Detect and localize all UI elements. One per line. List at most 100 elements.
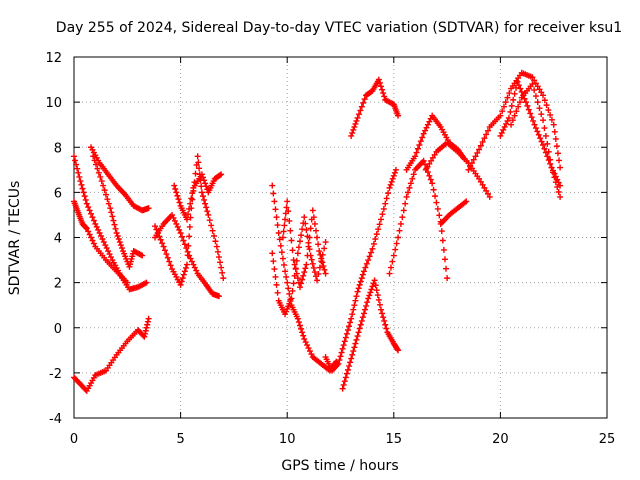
data-point [372, 236, 379, 243]
data-point [157, 236, 164, 243]
data-point [423, 124, 430, 131]
data-point [299, 276, 306, 283]
data-point [81, 193, 88, 200]
data-point [366, 253, 373, 260]
data-point [364, 299, 371, 306]
data-point [83, 225, 90, 232]
data-point [115, 236, 122, 243]
data-point [293, 270, 300, 277]
data-point [376, 301, 383, 308]
data-point [380, 90, 387, 97]
data-point [356, 325, 363, 332]
data-point [547, 156, 554, 163]
data-point [343, 370, 350, 377]
data-point [507, 108, 514, 115]
data-point [218, 264, 225, 271]
data-point [420, 130, 427, 137]
data-point [358, 275, 365, 282]
data-point [501, 123, 508, 130]
data-point [311, 269, 318, 276]
data-point [156, 233, 163, 240]
data-point [354, 114, 361, 121]
data-point [353, 293, 360, 300]
data-point [174, 192, 181, 199]
data-point [400, 207, 407, 214]
data-point [511, 90, 518, 97]
data-point [389, 175, 396, 182]
data-point [301, 269, 308, 276]
data-point [79, 185, 86, 192]
y-tick-label: 8 [54, 141, 62, 156]
data-point [428, 157, 435, 164]
data-point [343, 330, 350, 337]
y-axis-label: SDTVAR / TECUs [7, 181, 23, 296]
data-point [303, 226, 310, 233]
x-tick-label: 25 [599, 432, 616, 447]
data-point [351, 302, 358, 309]
data-point [271, 266, 278, 273]
data-point [381, 93, 388, 100]
data-point [394, 346, 401, 353]
data-point [72, 157, 79, 164]
data-point [279, 234, 286, 241]
data-point [354, 333, 361, 340]
data-point [300, 332, 307, 339]
data-point [426, 118, 433, 125]
data-point [337, 353, 344, 360]
data-point [95, 226, 102, 233]
data-point [433, 199, 440, 206]
data-point [310, 264, 317, 271]
data-point [379, 211, 386, 218]
data-point [379, 86, 386, 93]
series-arc-15 [386, 157, 451, 282]
data-point [282, 268, 289, 275]
data-point [95, 169, 102, 176]
data-point [557, 193, 564, 200]
data-point [351, 344, 358, 351]
data-point [290, 280, 297, 287]
data-point [416, 141, 423, 148]
data-point [294, 315, 301, 322]
data-point [541, 125, 548, 132]
data-point [287, 227, 294, 234]
data-point [85, 204, 92, 211]
data-points [71, 69, 564, 394]
data-point [291, 261, 298, 268]
data-point [296, 284, 303, 291]
data-point [118, 245, 125, 252]
data-point [301, 214, 308, 221]
data-point [107, 205, 114, 212]
data-point [269, 182, 276, 189]
data-point [477, 142, 484, 149]
data-point [177, 281, 184, 288]
data-point [348, 355, 355, 362]
data-point [550, 121, 557, 128]
data-point [170, 214, 177, 221]
data-point [289, 287, 296, 294]
data-point [508, 102, 515, 109]
data-point [359, 271, 366, 278]
data-point [410, 171, 417, 178]
data-point [350, 306, 357, 313]
data-point [286, 217, 293, 224]
x-tick-label: 10 [279, 432, 296, 447]
data-point [357, 278, 364, 285]
data-point [386, 184, 393, 191]
data-point [161, 247, 168, 254]
data-point [355, 285, 362, 292]
data-point [286, 290, 293, 297]
data-point [551, 128, 558, 135]
data-point [479, 181, 486, 188]
data-point [107, 254, 114, 261]
data-point [529, 74, 536, 81]
data-point [383, 195, 390, 202]
data-point [185, 242, 192, 249]
data-point [283, 204, 290, 211]
series-arc-11 [279, 198, 329, 291]
data-point [396, 227, 403, 234]
data-point [376, 221, 383, 228]
data-point [443, 265, 450, 272]
data-point [498, 129, 505, 136]
data-point [338, 349, 345, 356]
